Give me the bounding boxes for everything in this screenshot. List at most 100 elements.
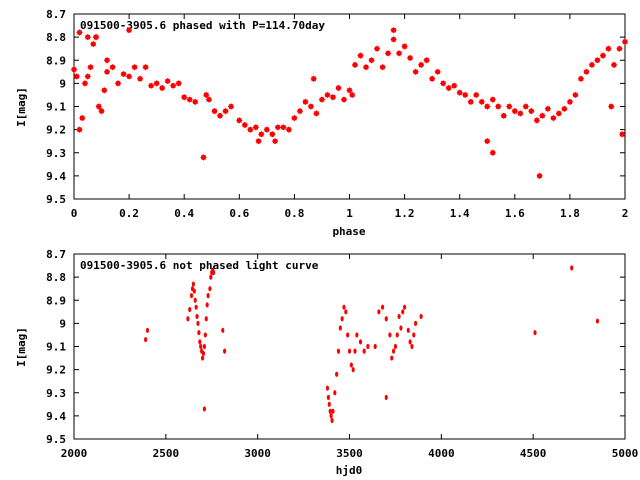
data-point <box>403 304 407 310</box>
data-point <box>362 63 370 71</box>
data-point <box>412 68 419 76</box>
chart-title-unphased: 091500-3905.6 not phased light curve <box>80 259 319 272</box>
data-point <box>336 348 341 354</box>
data-point <box>209 274 213 280</box>
data-point <box>478 98 485 106</box>
data-point <box>136 75 144 82</box>
data-point <box>555 110 563 117</box>
y-tick-label: 8.7 <box>46 8 66 21</box>
data-point <box>131 63 138 71</box>
x-tick-label: 0.2 <box>119 207 139 220</box>
data-point <box>414 320 418 326</box>
data-point <box>221 327 225 333</box>
data-point <box>329 413 333 419</box>
data-point <box>489 149 496 156</box>
data-point <box>216 112 224 119</box>
data-points-unphased <box>144 265 600 424</box>
data-point <box>340 96 348 103</box>
data-point <box>103 57 111 64</box>
data-point <box>194 304 198 310</box>
y-tick-label: 9.3 <box>46 147 66 160</box>
y-tick-label: 9.1 <box>46 101 66 114</box>
data-point <box>296 107 304 115</box>
y-tick-label: 9.4 <box>46 170 66 183</box>
x-tick-label: 3500 <box>336 447 363 460</box>
data-point <box>377 309 381 315</box>
data-point <box>511 107 518 115</box>
data-point <box>87 63 94 71</box>
data-point <box>193 297 197 303</box>
data-point <box>142 63 149 71</box>
y-tick-label: 8.8 <box>46 271 66 284</box>
data-point <box>439 80 447 87</box>
data-point <box>164 77 171 85</box>
data-point <box>333 390 337 396</box>
data-point <box>561 105 568 113</box>
data-point <box>307 103 315 110</box>
data-point <box>181 94 188 101</box>
data-point <box>536 172 543 180</box>
data-point <box>506 103 513 110</box>
data-point <box>399 325 403 331</box>
data-point <box>349 362 353 368</box>
data-point <box>198 339 202 345</box>
y-tick-label: 9 <box>59 317 66 330</box>
data-point <box>144 336 148 343</box>
x-tick-label: 4500 <box>520 447 547 460</box>
data-point <box>241 121 249 129</box>
data-point <box>101 87 108 94</box>
data-point <box>351 61 359 69</box>
data-point <box>92 33 100 41</box>
data-point <box>408 339 412 345</box>
data-point <box>500 112 507 119</box>
data-point <box>384 316 388 322</box>
data-point <box>390 355 394 361</box>
data-point <box>329 94 337 101</box>
data-point <box>346 332 350 338</box>
data-point <box>189 293 194 299</box>
data-point <box>73 73 80 80</box>
data-point <box>417 61 425 69</box>
data-point <box>125 26 133 34</box>
data-point <box>434 68 441 76</box>
x-tick-label: 3000 <box>244 447 271 460</box>
data-point <box>522 103 530 110</box>
data-point <box>145 327 150 333</box>
data-point <box>533 117 541 124</box>
x-tick-label: 4000 <box>428 447 455 460</box>
data-point <box>619 131 626 138</box>
data-point <box>271 137 279 145</box>
data-point <box>456 89 463 96</box>
data-point <box>291 114 298 122</box>
data-point <box>566 98 574 106</box>
data-point <box>195 313 199 320</box>
y-tick-label: 8.8 <box>46 31 66 44</box>
data-point <box>114 80 122 87</box>
y-tick-label: 9.3 <box>46 387 66 400</box>
data-point <box>120 70 127 78</box>
data-point <box>393 343 398 350</box>
data-point <box>192 98 199 106</box>
y-tick-label: 9.2 <box>46 124 66 137</box>
data-point <box>258 131 265 138</box>
plot-frame-phased <box>73 13 626 200</box>
y-axis-label-unphased: I[mag] <box>15 327 28 367</box>
data-point <box>247 126 254 133</box>
data-point <box>362 348 366 354</box>
data-point <box>175 80 182 87</box>
data-point <box>76 126 83 133</box>
data-point <box>192 288 196 294</box>
data-point <box>331 408 335 414</box>
data-point <box>588 61 596 69</box>
data-point <box>419 313 423 320</box>
data-point <box>445 84 452 92</box>
data-point <box>344 309 348 315</box>
data-point <box>199 343 203 350</box>
x-tick-label: 2000 <box>61 447 88 460</box>
x-tick-label: 0 <box>71 207 78 220</box>
data-point <box>484 103 491 110</box>
data-point <box>406 54 414 62</box>
data-point <box>211 107 218 115</box>
plot-frame-unphased <box>73 253 626 440</box>
data-point <box>533 330 537 336</box>
